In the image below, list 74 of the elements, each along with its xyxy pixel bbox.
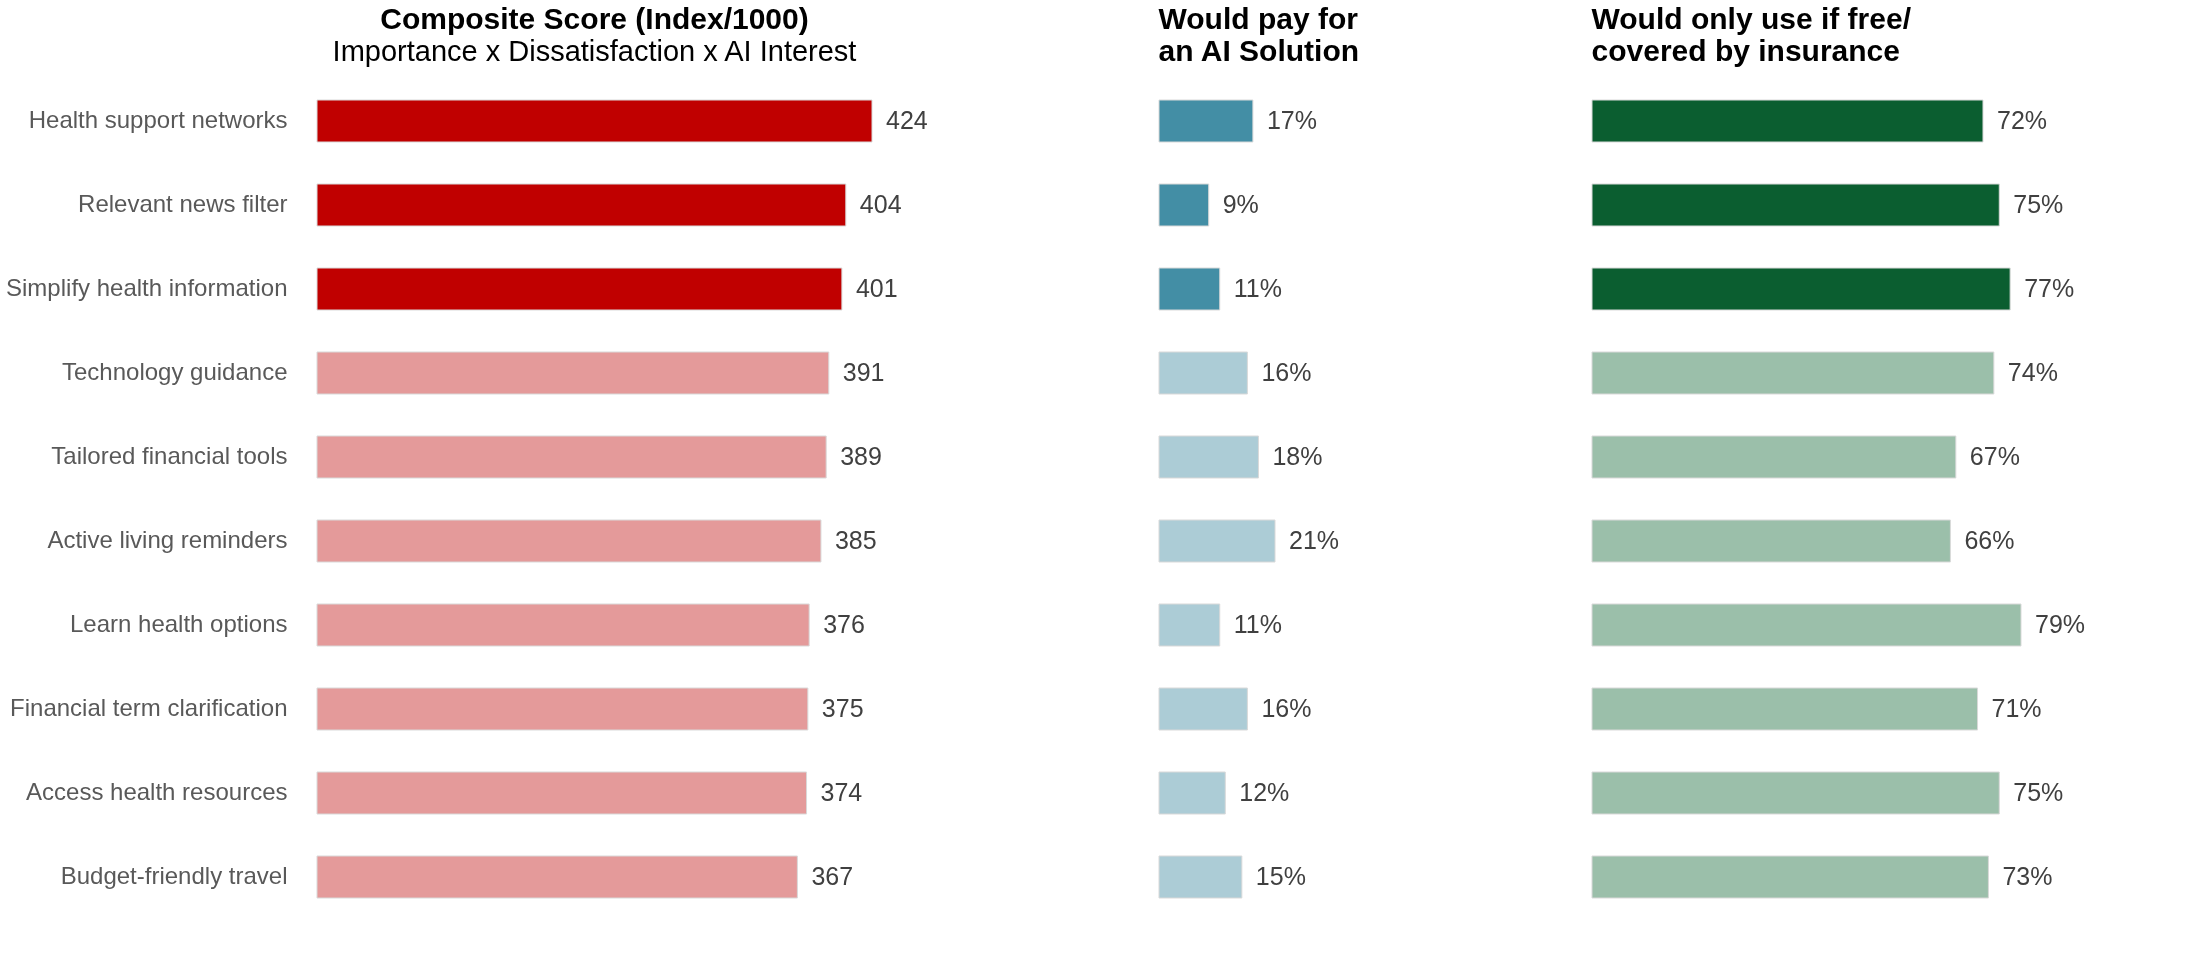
- data-label: 75%: [2013, 190, 2064, 218]
- bar: [1591, 771, 2000, 815]
- bar: [1591, 519, 1951, 563]
- data-label: 15%: [1255, 862, 1306, 890]
- data-label: 18%: [1272, 442, 1323, 470]
- bar: [1591, 855, 1989, 899]
- bar: [316, 267, 843, 311]
- bar: [316, 99, 873, 143]
- chart-subtitle: Importance x Dissatisfaction x AI Interest: [332, 35, 857, 67]
- y-tick-label: Active living reminders: [47, 526, 288, 553]
- chart-title: Composite Score (Index/1000): [380, 2, 809, 35]
- data-label: 74%: [2007, 358, 2058, 386]
- y-tick-label: Learn health options: [70, 610, 288, 637]
- bar: [316, 855, 798, 899]
- y-tick-label: Technology guidance: [61, 358, 288, 385]
- data-label: 75%: [2013, 778, 2064, 806]
- data-label: 375: [821, 694, 864, 722]
- y-tick-label: Tailored financial tools: [51, 442, 288, 469]
- data-label: 376: [823, 610, 865, 638]
- data-label: 17%: [1266, 106, 1317, 134]
- data-label: 367: [811, 862, 854, 890]
- data-label: 404: [859, 190, 902, 218]
- bar: [1591, 99, 1984, 143]
- y-tick-label: Access health resources: [26, 778, 288, 805]
- bar: [316, 771, 808, 815]
- bar: [1591, 183, 2000, 227]
- data-label: 16%: [1261, 358, 1312, 386]
- data-label: 67%: [1969, 442, 2020, 470]
- bar: [1591, 267, 2011, 311]
- y-tick-label: Health support networks: [28, 106, 288, 133]
- chart-title: Would pay for an AI Solution: [1158, 2, 1360, 67]
- bar: [316, 687, 809, 731]
- bar: [316, 351, 830, 395]
- bar: [316, 519, 822, 563]
- bar: [1591, 603, 2022, 647]
- data-label: 77%: [2024, 274, 2075, 302]
- data-label: 389: [840, 442, 882, 470]
- data-label: 73%: [2002, 862, 2053, 890]
- data-label: 385: [834, 526, 877, 554]
- data-label: 424: [886, 106, 928, 134]
- data-label: 72%: [1996, 106, 2048, 134]
- bar: [1158, 603, 1221, 647]
- data-label: 16%: [1261, 694, 1312, 722]
- bar: [1158, 99, 1254, 143]
- bar: [316, 435, 827, 479]
- bar: [1158, 519, 1276, 563]
- bar: [1591, 435, 1957, 479]
- data-label: 11%: [1233, 610, 1282, 638]
- data-label: 79%: [2035, 610, 2086, 638]
- data-label: 11%: [1233, 274, 1282, 302]
- bar: [1591, 351, 1995, 395]
- data-label: 391: [842, 358, 885, 386]
- chart-title: Would only use if free/ covered by insurance: [1591, 2, 1912, 67]
- bar: [1158, 855, 1243, 899]
- bar: [1158, 351, 1248, 395]
- y-tick-label: Relevant news filter: [78, 190, 288, 217]
- data-label: 12%: [1239, 778, 1290, 806]
- bar: [1158, 687, 1248, 731]
- y-tick-label: Simplify health information: [6, 274, 288, 301]
- y-tick-label: Budget-friendly travel: [60, 862, 288, 889]
- data-label: 66%: [1964, 526, 2015, 554]
- bar: [316, 603, 810, 647]
- bar: [1158, 435, 1259, 479]
- data-label: 374: [820, 778, 863, 806]
- data-label: 71%: [1991, 694, 2042, 722]
- data-label: 9%: [1222, 190, 1259, 218]
- bar: [1158, 183, 1210, 227]
- data-label: 401: [855, 274, 898, 302]
- bar: [1158, 771, 1226, 815]
- bar: [1591, 687, 1979, 731]
- bar: [1158, 267, 1221, 311]
- bar: [316, 183, 847, 227]
- data-label: 21%: [1289, 526, 1340, 554]
- y-tick-label: Financial term clarification: [10, 694, 288, 721]
